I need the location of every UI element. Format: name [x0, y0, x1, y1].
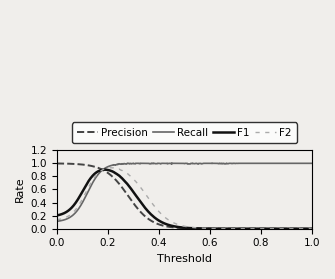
Recall [55, 220, 59, 223]
Recall [303, 162, 307, 165]
Precision [310, 227, 314, 230]
F1 [179, 226, 183, 229]
F1 [256, 227, 260, 230]
X-axis label: Threshold: Threshold [157, 254, 212, 264]
F1 [68, 208, 72, 211]
Line: Precision: Precision [57, 163, 312, 229]
F1 [172, 225, 176, 228]
Precision [55, 162, 59, 165]
Line: Recall: Recall [57, 163, 312, 221]
Precision [256, 227, 260, 230]
Recall [68, 216, 72, 219]
F2 [172, 221, 176, 225]
Precision [172, 226, 176, 229]
F2 [68, 213, 72, 217]
F2 [179, 224, 183, 227]
F2 [310, 227, 314, 230]
Recall [256, 162, 260, 165]
Precision [179, 226, 183, 230]
F2 [55, 218, 59, 222]
F1 [103, 168, 107, 171]
Line: F1: F1 [57, 170, 312, 229]
F1 [55, 214, 59, 217]
F1 [303, 227, 307, 230]
F2 [256, 227, 260, 230]
F2 [303, 227, 307, 230]
Recall [126, 162, 130, 165]
Precision [68, 162, 72, 165]
Recall [172, 162, 176, 165]
F1 [303, 227, 307, 230]
Precision [302, 227, 306, 230]
Legend: Precision, Recall, F1, F2: Precision, Recall, F1, F2 [72, 122, 297, 143]
F2 [303, 227, 307, 230]
F1 [310, 227, 314, 230]
Precision [303, 227, 307, 230]
Recall [310, 162, 314, 165]
Recall [303, 162, 307, 165]
F2 [111, 166, 115, 169]
Recall [179, 162, 183, 165]
Line: F2: F2 [57, 168, 312, 229]
Y-axis label: Rate: Rate [15, 177, 25, 202]
